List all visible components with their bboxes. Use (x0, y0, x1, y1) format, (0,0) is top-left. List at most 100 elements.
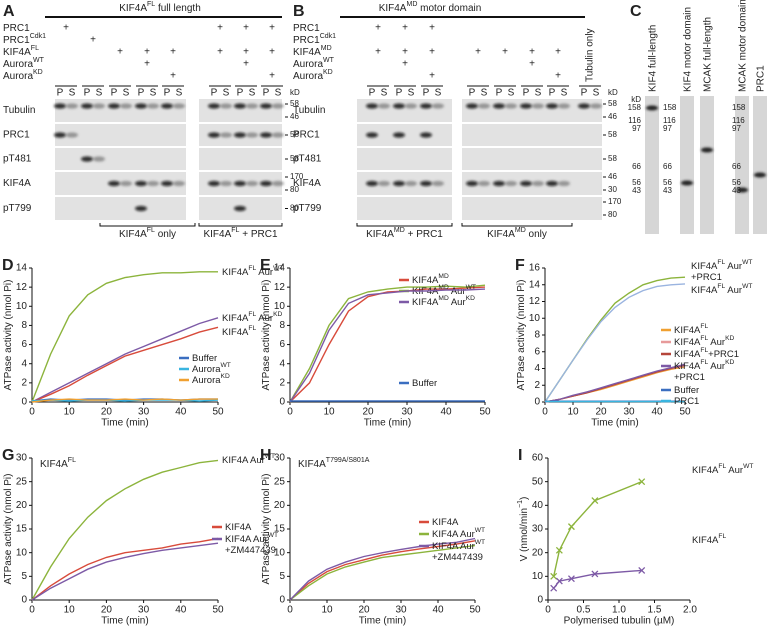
kd-label: kD (608, 88, 618, 97)
condition-label: PRC1 (3, 23, 30, 34)
group-label: KIF4AFL only (119, 227, 176, 239)
legend-label-part: WT (742, 283, 752, 290)
y-tick-label: 0 (534, 397, 540, 408)
band (220, 103, 232, 109)
chart-title: KIF4AT799A/S801A (298, 457, 370, 469)
marker-label: 46 (608, 172, 617, 181)
group-bracket (356, 223, 453, 227)
series-line (31, 271, 218, 403)
blot-label: PRC1 (293, 130, 320, 141)
legend-label-part: Aur (256, 267, 273, 278)
blot-strip (357, 197, 452, 220)
legend-label-part: KIF4A (222, 327, 249, 338)
marker-label: 97 (732, 124, 741, 133)
y-axis-label-part: ATPase activity (nmol Pi) (3, 280, 14, 391)
band (493, 180, 505, 187)
point (591, 497, 599, 505)
y-axis-label: V (nmol/min−1) (517, 497, 529, 562)
band (108, 103, 120, 109)
band (147, 103, 159, 109)
marker-label: 116 (732, 116, 745, 125)
plus-sign: + (90, 35, 96, 46)
blot-strip (55, 99, 186, 122)
gel-title-part: motor domain (417, 3, 481, 14)
kd-label: kD (631, 95, 641, 104)
condition-label-part: Aurora (293, 71, 323, 82)
x-tick-label: 30 (401, 407, 413, 418)
legend-label-part: WT (265, 453, 275, 460)
lane-label: S (381, 88, 388, 99)
extra-lane-label: Tubulin only (585, 28, 596, 82)
chart-title: KIF4AFL (40, 457, 76, 469)
blot-label: Tubulin (293, 105, 325, 116)
band (120, 103, 132, 109)
condition-label-part: Cdk1 (320, 33, 336, 40)
legend-label-part: FL (718, 463, 726, 470)
y-tick-label: 8 (21, 320, 27, 331)
legend-label-part: Buffer (674, 385, 699, 396)
legend-label-part: KD (221, 373, 230, 380)
band (505, 103, 517, 109)
y-tick-label: 4 (279, 358, 285, 369)
y-tick-label: 10 (274, 301, 286, 312)
band (135, 180, 147, 187)
condition-label: AuroraKD (3, 69, 43, 81)
y-tick-label: 0 (537, 595, 543, 606)
legend-label-part: FL (248, 311, 256, 318)
series-line (289, 286, 486, 403)
blot-strip (199, 148, 282, 170)
marker-label: 80 (290, 204, 299, 213)
x-tick-label: 10 (321, 605, 333, 616)
series-line (289, 540, 476, 601)
group-label-part: only (526, 229, 547, 240)
band (208, 132, 220, 138)
legend-label-part: KIF4A (674, 337, 701, 348)
fit-line (553, 481, 642, 577)
condition-label-part: MD (321, 45, 332, 52)
marker-label: 46 (290, 112, 299, 121)
lane-label: P (111, 88, 118, 99)
legend-label: +ZM447439 (225, 545, 276, 556)
gel-title-part: MD (406, 1, 417, 8)
x-tick-label: 40 (175, 407, 187, 418)
condition-label-part: WT (33, 57, 45, 64)
y-axis-label: ATPase activity (nmol Pi) (261, 474, 272, 585)
band (505, 180, 517, 187)
panel-letter: D (2, 257, 14, 274)
x-axis-label: Time (min) (359, 616, 406, 627)
marker-label: 170 (290, 172, 304, 181)
band (81, 156, 93, 162)
condition-label-part: Aurora (3, 59, 33, 70)
y-axis-label-part: ) (519, 497, 530, 500)
blot-strip (462, 148, 602, 170)
legend-label: KIF4AFL (222, 325, 256, 337)
x-tick-label: 40 (175, 605, 187, 616)
marker-label: 116 (628, 116, 641, 125)
plus-sign: + (375, 23, 381, 34)
group-label-part: MD (515, 227, 526, 234)
condition-label-part: Aurora (293, 59, 323, 70)
marker-label: 58 (290, 130, 299, 139)
y-tick-label: 25 (16, 476, 28, 487)
legend-label-part: KIF4A (674, 361, 701, 372)
plus-sign: + (429, 47, 435, 58)
group-label: KIF4AMD only (487, 227, 547, 239)
band (220, 132, 232, 138)
gel-title-part: KIF4A (379, 3, 407, 14)
legend-label-part: +PRC1 (708, 349, 739, 360)
band (405, 180, 417, 187)
plus-sign: + (144, 59, 150, 70)
panel-letter: I (518, 447, 522, 464)
legend-label: KIF4AFL (674, 323, 708, 335)
legend-label-part: Aur (725, 261, 742, 272)
band (246, 132, 258, 138)
y-tick-label: 40 (532, 500, 544, 511)
blot-label: Tubulin (3, 105, 35, 116)
lane-label: P (396, 88, 403, 99)
plus-sign: + (375, 47, 381, 58)
legend-label-part: KIF4A (432, 517, 459, 528)
x-tick-label: 50 (212, 407, 224, 418)
group-label: KIF4AFL + PRC1 (203, 227, 277, 239)
y-tick-label: 8 (279, 320, 285, 331)
